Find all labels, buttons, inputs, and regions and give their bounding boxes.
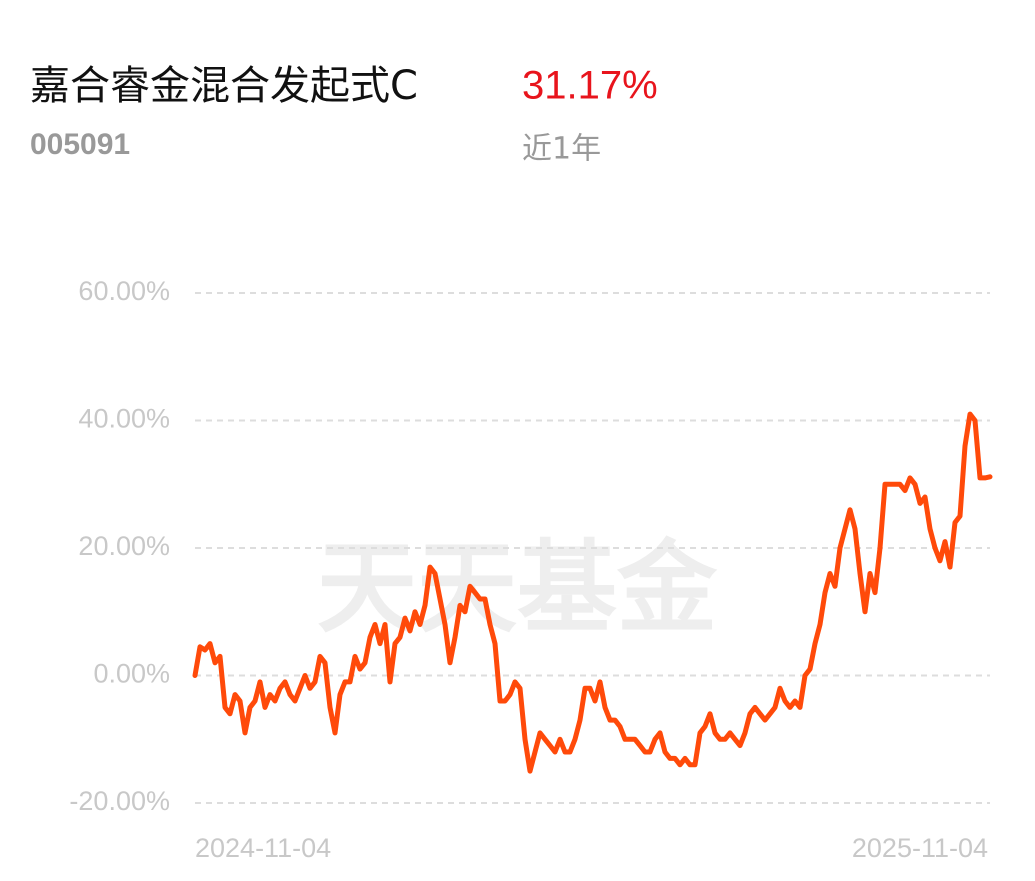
y-tick-label: 60.00% — [78, 276, 170, 306]
x-tick-label: 2024-11-04 — [195, 833, 331, 863]
y-tick-label: 40.00% — [78, 404, 170, 434]
x-tick-label: 2025-11-04 — [852, 833, 988, 863]
y-tick-label: 0.00% — [93, 659, 170, 689]
fund-code: 005091 — [30, 128, 130, 161]
price-line — [192, 411, 993, 774]
return-value: 31.17% — [522, 64, 658, 108]
period-label: 近1年 — [522, 132, 601, 167]
y-tick-label: 20.00% — [78, 531, 170, 561]
y-tick-label: -20.00% — [69, 786, 170, 816]
fund-name: 嘉合睿金混合发起式C — [30, 63, 418, 109]
